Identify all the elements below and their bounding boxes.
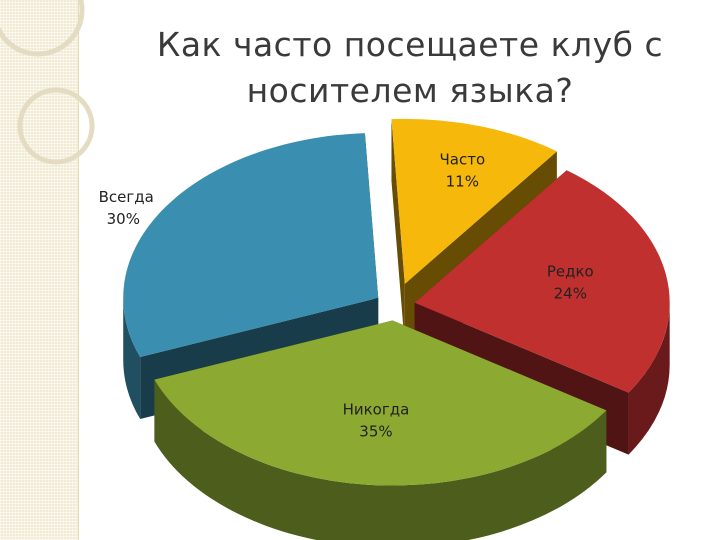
slice-never-value: 35%	[359, 422, 392, 440]
slice-often-value: 11%	[446, 173, 479, 191]
slice-often-label: Часто	[439, 151, 485, 169]
slice-always-rim	[123, 297, 141, 420]
slice-rarely-top	[414, 170, 670, 393]
slice-often-top	[391, 118, 557, 284]
slice-often-wall-start	[391, 119, 405, 346]
decorative-ring-1	[0, 0, 85, 57]
decorative-ring-2	[17, 87, 95, 165]
slice-never-rim	[154, 379, 607, 540]
slice-never: Никогда 35%	[154, 320, 607, 540]
decorative-circles	[0, 0, 95, 165]
slide-title: Как часто посещаете клуб с носителем язы…	[156, 25, 664, 110]
slice-always-label: Всегда	[99, 188, 154, 206]
slice-always-top	[123, 133, 379, 358]
slice-rarely-rim	[628, 302, 670, 455]
slice-never-label: Никогда	[343, 400, 410, 418]
slice-rarely-label: Редко	[547, 263, 594, 281]
slice-rarely-value: 24%	[554, 285, 587, 303]
slice-always-value: 30%	[107, 210, 140, 228]
slice-never-top	[154, 320, 607, 486]
